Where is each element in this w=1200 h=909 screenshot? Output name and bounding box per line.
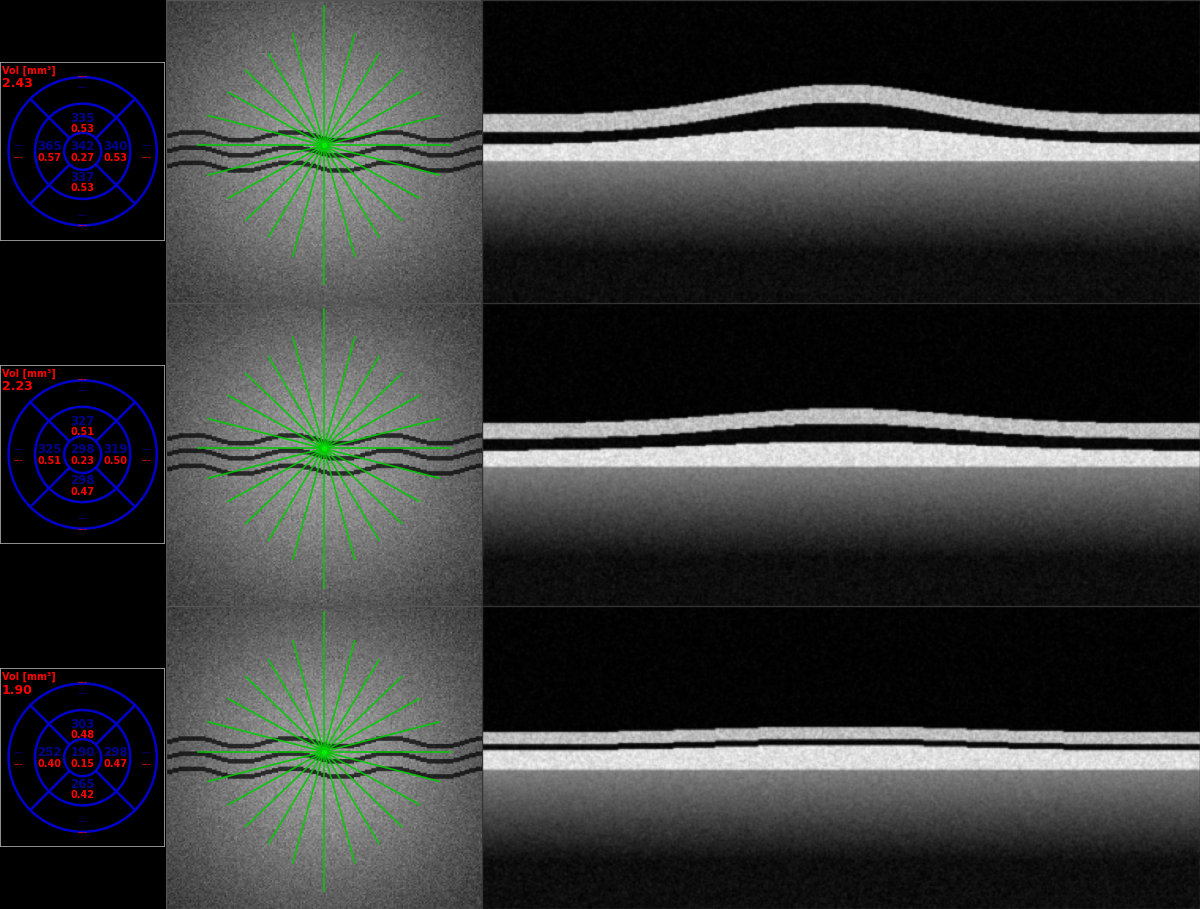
Text: ---: --- bbox=[78, 828, 88, 837]
Text: 265: 265 bbox=[71, 778, 95, 791]
Text: ---: --- bbox=[13, 142, 23, 151]
Text: ---: --- bbox=[78, 83, 88, 92]
Text: ---: --- bbox=[13, 748, 23, 757]
Text: ---: --- bbox=[78, 222, 88, 231]
Text: 0.53: 0.53 bbox=[71, 184, 95, 194]
Text: 0.50: 0.50 bbox=[103, 456, 127, 466]
Text: 327: 327 bbox=[71, 415, 95, 428]
Text: Vol [mm³]: Vol [mm³] bbox=[2, 65, 55, 75]
Text: 0.53: 0.53 bbox=[71, 124, 95, 134]
Text: ---: --- bbox=[78, 375, 88, 385]
Text: ---: --- bbox=[78, 514, 88, 524]
Text: ---: --- bbox=[78, 524, 88, 534]
Text: 0.47: 0.47 bbox=[71, 486, 95, 496]
Text: ---: --- bbox=[142, 445, 151, 454]
Text: 0.53: 0.53 bbox=[103, 153, 127, 163]
Text: 298: 298 bbox=[71, 443, 95, 455]
Text: 0.42: 0.42 bbox=[71, 790, 95, 800]
Text: 2.23: 2.23 bbox=[2, 380, 32, 394]
Text: ---: --- bbox=[142, 142, 151, 151]
Text: ---: --- bbox=[78, 817, 88, 826]
Text: 0.47: 0.47 bbox=[103, 759, 127, 769]
Text: ---: --- bbox=[142, 456, 151, 465]
Text: ---: --- bbox=[78, 385, 88, 395]
Text: Vol [mm³]: Vol [mm³] bbox=[2, 672, 55, 682]
Text: 0.48: 0.48 bbox=[71, 730, 95, 740]
Text: 0.15: 0.15 bbox=[71, 759, 95, 769]
Text: 298: 298 bbox=[71, 474, 95, 487]
Text: 0.40: 0.40 bbox=[37, 759, 61, 769]
Text: ---: --- bbox=[78, 72, 88, 81]
Text: ---: --- bbox=[13, 456, 23, 465]
Text: ---: --- bbox=[142, 760, 151, 769]
Text: ---: --- bbox=[78, 678, 88, 687]
Text: 190: 190 bbox=[71, 746, 95, 759]
Text: ---: --- bbox=[78, 211, 88, 220]
Text: 0.57: 0.57 bbox=[37, 153, 61, 163]
Text: 342: 342 bbox=[71, 139, 95, 153]
Text: ---: --- bbox=[13, 445, 23, 454]
Text: ---: --- bbox=[13, 760, 23, 769]
Text: 365: 365 bbox=[37, 139, 62, 153]
Text: 1.90: 1.90 bbox=[2, 684, 32, 696]
Text: 2.43: 2.43 bbox=[2, 77, 32, 90]
Text: 298: 298 bbox=[103, 746, 128, 759]
Text: 0.51: 0.51 bbox=[37, 456, 61, 466]
Text: 252: 252 bbox=[37, 746, 62, 759]
Text: Vol [mm³]: Vol [mm³] bbox=[2, 368, 55, 379]
Text: 0.23: 0.23 bbox=[71, 456, 95, 466]
Text: 340: 340 bbox=[103, 139, 128, 153]
Text: 303: 303 bbox=[71, 718, 95, 731]
Text: ---: --- bbox=[142, 748, 151, 757]
Text: ---: --- bbox=[78, 689, 88, 698]
Text: ---: --- bbox=[142, 154, 151, 163]
Text: 0.51: 0.51 bbox=[71, 427, 95, 437]
Text: 337: 337 bbox=[71, 171, 95, 185]
Text: 319: 319 bbox=[103, 443, 128, 455]
Text: 335: 335 bbox=[71, 112, 95, 125]
Text: 325: 325 bbox=[37, 443, 62, 455]
Text: ---: --- bbox=[13, 154, 23, 163]
Text: 0.27: 0.27 bbox=[71, 153, 95, 163]
